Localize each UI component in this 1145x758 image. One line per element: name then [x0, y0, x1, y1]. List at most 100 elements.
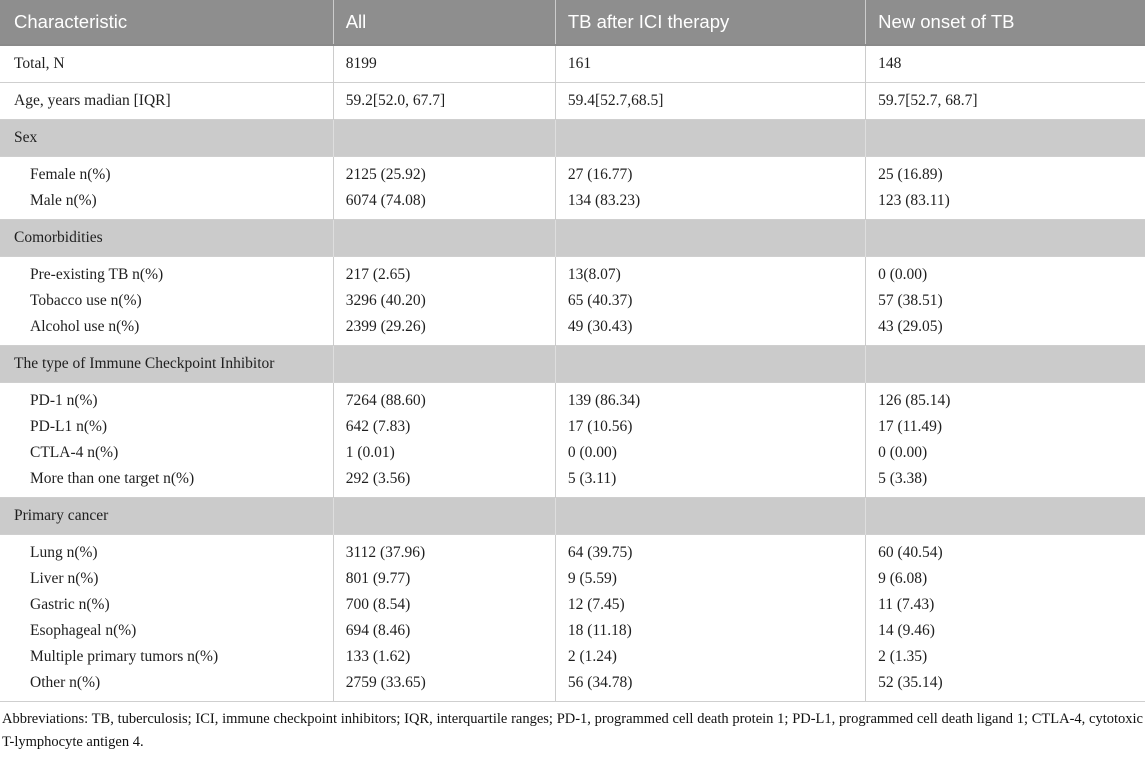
row-label: More than one target n(%) — [30, 470, 195, 487]
column-header-tb-after-ici: TB after ICI therapy — [554, 0, 866, 46]
cell-value: 52 (35.14) — [878, 674, 943, 691]
cell-value: 59.2[52.0, 67.7] — [345, 92, 446, 109]
cell-value: 148 — [878, 55, 902, 72]
cell-value: 14 (9.46) — [878, 622, 935, 639]
cell-value: 5 (3.38) — [878, 470, 928, 487]
cell-value: 0 (0.00) — [878, 444, 928, 461]
value-cell: 25 (16.89) 123 (83.11) — [865, 156, 1145, 220]
value-cell: 60 (40.54) 9 (6.08) 11 (7.43) 14 (9.46) 2 (1… — [865, 534, 1145, 702]
row-label: PD-1 n(%) — [30, 392, 98, 409]
table-row: Age, years madian [IQR] 59.2[52.0, 67.7] 5… — [0, 82, 1145, 120]
patient-characteristics-table: Characteristic All TB after ICI therapy … — [0, 0, 1145, 702]
value-cell: 59.2[52.0, 67.7] — [332, 82, 556, 120]
cell-value: 0 (0.00) — [878, 266, 928, 283]
section-empty-cell — [332, 497, 556, 535]
cell-value: 292 (3.56) — [345, 470, 411, 487]
cell-value: 1 (0.01) — [345, 444, 395, 461]
section-label: Comorbidities — [0, 219, 334, 257]
cell-value: 11 (7.43) — [878, 596, 935, 613]
cell-value: 2759 (33.65) — [345, 674, 426, 691]
row-label: Male n(%) — [30, 192, 97, 209]
row-label: Tobacco use n(%) — [30, 292, 142, 309]
row-label-cell: Age, years madian [IQR] — [0, 82, 334, 120]
table-header: Characteristic All TB after ICI therapy … — [0, 0, 1145, 46]
cell-value: 134 (83.23) — [567, 192, 641, 209]
cell-value: 2 (1.24) — [567, 648, 617, 665]
row-label-cell: Female n(%) Male n(%) — [0, 156, 334, 220]
row-label: Age, years madian [IQR] — [14, 92, 171, 109]
cell-value: 60 (40.54) — [878, 544, 943, 561]
cell-value: 12 (7.45) — [567, 596, 625, 613]
value-cell: 8199 — [332, 44, 556, 83]
cell-value: 700 (8.54) — [345, 596, 411, 613]
row-label: Pre-existing TB n(%) — [30, 266, 164, 283]
cell-value: 57 (38.51) — [878, 292, 943, 309]
value-cell: 7264 (88.60) 642 (7.83) 1 (0.01) 292 (3.56) — [332, 382, 556, 498]
cell-value: 0 (0.00) — [567, 444, 617, 461]
cell-value: 13(8.07) — [567, 266, 621, 283]
cell-value: 133 (1.62) — [345, 648, 411, 665]
cell-value: 18 (11.18) — [567, 622, 632, 639]
value-cell: 59.4[52.7,68.5] — [554, 82, 866, 120]
cell-value: 65 (40.37) — [567, 292, 633, 309]
value-cell: 148 — [865, 44, 1145, 83]
row-label: Alcohol use n(%) — [30, 318, 140, 335]
abbreviations-note: Abbreviations: TB, tuberculosis; ICI, im… — [2, 711, 1143, 750]
row-label: Liver n(%) — [30, 570, 99, 587]
cell-value: 25 (16.89) — [878, 166, 943, 183]
section-row: The type of Immune Checkpoint Inhibitor — [0, 345, 1145, 383]
cell-value: 2125 (25.92) — [345, 166, 426, 183]
value-cell: 161 — [554, 44, 866, 83]
cell-value: 9 (5.59) — [567, 570, 617, 587]
row-label-cell: Pre-existing TB n(%) Tobacco use n(%) Alco… — [0, 256, 334, 346]
section-empty-cell — [554, 497, 866, 535]
cell-value: 56 (34.78) — [567, 674, 633, 691]
section-empty-cell — [332, 345, 556, 383]
row-label-cell: Total, N — [0, 44, 334, 83]
row-label-cell: PD-1 n(%) PD-L1 n(%) CTLA-4 n(%) More than … — [0, 382, 334, 498]
section-empty-cell — [332, 219, 556, 257]
cell-value: 3112 (37.96) — [345, 544, 426, 561]
cell-value: 49 (30.43) — [567, 318, 633, 335]
column-header-characteristic: Characteristic — [0, 0, 334, 46]
value-cell: 13(8.07) 65 (40.37) 49 (30.43) — [554, 256, 866, 346]
cell-value: 8199 — [345, 55, 377, 72]
section-label: The type of Immune Checkpoint Inhibitor — [0, 345, 334, 383]
cell-value: 43 (29.05) — [878, 318, 943, 335]
table-row: PD-1 n(%) PD-L1 n(%) CTLA-4 n(%) More than … — [0, 382, 1145, 498]
cell-value: 2 (1.35) — [878, 648, 928, 665]
cell-value: 126 (85.14) — [878, 392, 951, 409]
value-cell: 64 (39.75) 9 (5.59) 12 (7.45) 18 (11.18) 2 (… — [554, 534, 866, 702]
row-label: Total, N — [14, 55, 65, 72]
cell-value: 694 (8.46) — [345, 622, 411, 639]
value-cell: 126 (85.14) 17 (11.49) 0 (0.00) 5 (3.38) — [865, 382, 1145, 498]
section-empty-cell — [554, 119, 866, 157]
row-label: Female n(%) — [30, 166, 111, 183]
row-label-cell: Lung n(%) Liver n(%) Gastric n(%) Esophagea… — [0, 534, 334, 702]
cell-value: 64 (39.75) — [567, 544, 633, 561]
cell-value: 217 (2.65) — [345, 266, 411, 283]
row-label: Lung n(%) — [30, 544, 98, 561]
value-cell: 217 (2.65) 3296 (40.20) 2399 (29.26) — [332, 256, 556, 346]
table-row: Female n(%) Male n(%) 2125 (25.92) 6074 (74… — [0, 156, 1145, 220]
cell-value: 2399 (29.26) — [345, 318, 426, 335]
section-empty-cell — [554, 345, 866, 383]
cell-value: 139 (86.34) — [567, 392, 641, 409]
section-empty-cell — [865, 219, 1145, 257]
row-label: Esophageal n(%) — [30, 622, 137, 639]
value-cell: 2125 (25.92) 6074 (74.08) — [332, 156, 556, 220]
cell-value: 6074 (74.08) — [345, 192, 426, 209]
cell-value: 27 (16.77) — [567, 166, 633, 183]
section-row: Primary cancer — [0, 497, 1145, 535]
section-row: Comorbidities — [0, 219, 1145, 257]
table-header-row: Characteristic All TB after ICI therapy … — [0, 0, 1145, 46]
table-row: Total, N 8199 161 148 — [0, 44, 1145, 83]
section-empty-cell — [865, 119, 1145, 157]
section-empty-cell — [332, 119, 556, 157]
table-body: Total, N 8199 161 148 Age, years madian [IQR… — [0, 44, 1145, 702]
section-empty-cell — [554, 219, 866, 257]
value-cell: 139 (86.34) 17 (10.56) 0 (0.00) 5 (3.11) — [554, 382, 866, 498]
table-row: Lung n(%) Liver n(%) Gastric n(%) Esophagea… — [0, 534, 1145, 702]
cell-value: 17 (10.56) — [567, 418, 633, 435]
